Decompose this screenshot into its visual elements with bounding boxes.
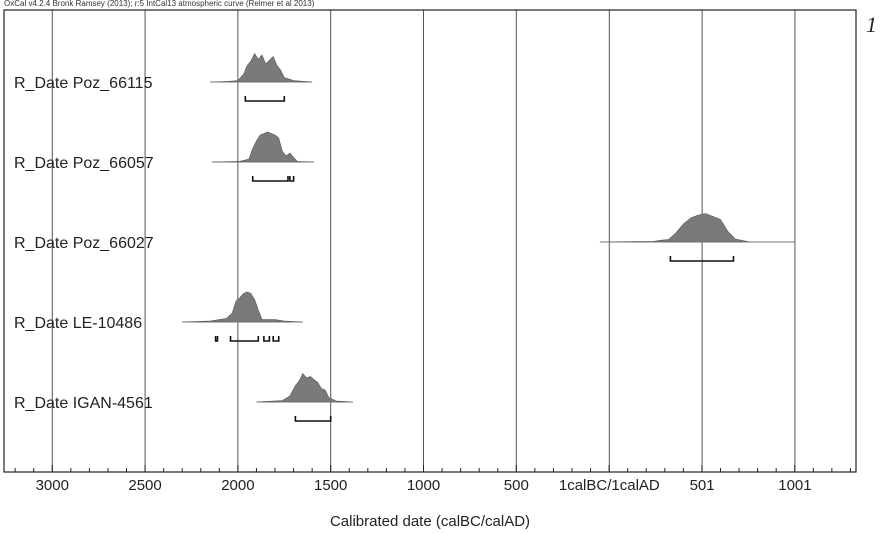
series-row: R_Date IGAN-4561 (14, 372, 354, 422)
series-label: R_Date Poz_66057 (14, 155, 154, 172)
vertical-gridlines (51, 10, 796, 472)
x-tick-label: 501 (690, 477, 715, 494)
range-bracket (214, 336, 219, 342)
oxcal-header-text: OxCal v4.2.4 Bronk Ramsey (2013); r:5 In… (4, 0, 315, 8)
series-label: R_Date Poz_66115 (14, 75, 153, 92)
series-label: R_Date Poz_66027 (14, 235, 154, 252)
x-tick-label: 1500 (314, 477, 347, 494)
series-layer: R_Date Poz_66115 R_Date Poz_66057 R_Date P… (14, 52, 795, 422)
range-bracket (272, 336, 280, 342)
probability-distribution (182, 291, 303, 323)
series-label: R_Date IGAN-4561 (14, 395, 153, 412)
series-label: R_Date LE-10486 (14, 315, 142, 332)
probability-distribution (209, 52, 313, 83)
x-axis-ticks (14, 465, 851, 472)
range-bracket (229, 336, 260, 342)
probability-distribution (211, 131, 315, 163)
range-bracket (669, 256, 735, 262)
range-bracket (251, 176, 289, 182)
x-tick-label: 1001 (778, 477, 811, 494)
series-row: R_Date Poz_66057 (14, 131, 315, 182)
x-tick-labels: 3000 2500 2000 1500 1000 500 1calBC/1calAD 501 1… (36, 477, 812, 494)
x-axis-label: Calibrated date (calBC/calAD) (329, 513, 531, 530)
probability-distribution (599, 213, 795, 243)
x-tick-label: 500 (504, 477, 529, 494)
x-tick-label: 2500 (128, 477, 161, 494)
range-bracket (294, 416, 332, 422)
x-tick-label: 3000 (36, 477, 69, 494)
range-bracket (263, 336, 271, 342)
series-row: R_Date Poz_66027 (14, 213, 795, 262)
range-bracket (289, 176, 295, 182)
plot-frame (3, 9, 857, 473)
range-bracket (244, 96, 286, 102)
series-row: R_Date Poz_66115 (14, 52, 313, 102)
x-tick-label: 1calBC/1calAD (559, 477, 660, 494)
series-row: R_Date LE-10486 (14, 291, 303, 342)
x-tick-label: 2000 (221, 477, 254, 494)
x-tick-label: 1000 (407, 477, 440, 494)
figure-number: 1 (866, 12, 877, 37)
probability-distribution (256, 372, 354, 403)
